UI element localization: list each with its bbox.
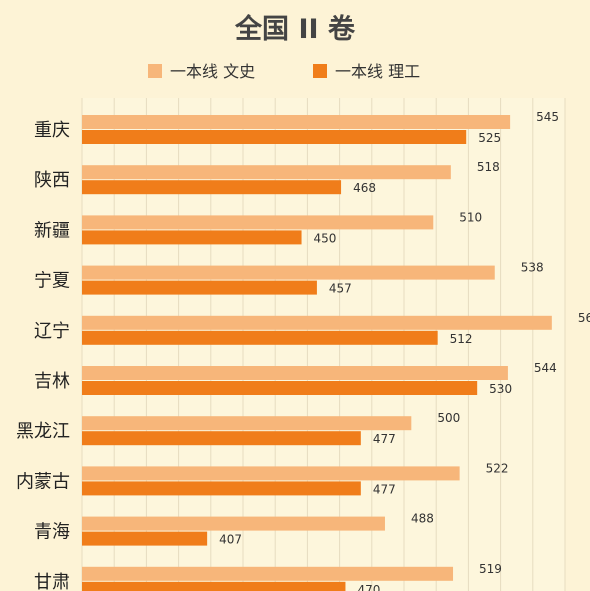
legend: 一本线 文史 一本线 理工 [148, 62, 420, 81]
category-label: 吉林 [34, 371, 70, 392]
data-label: 530 [489, 382, 512, 396]
data-label: 564 [578, 311, 590, 325]
bars-group: 重庆 545 525 陕西 518 468 新疆 510 450 宁夏 538 457 辽宁 564 512… [16, 110, 590, 591]
data-label: 545 [536, 110, 559, 124]
category-label: 辽宁 [34, 321, 70, 342]
category-label: 甘肃 [34, 572, 70, 591]
data-label: 544 [534, 361, 557, 375]
data-label: 538 [521, 261, 544, 275]
bar-ligong [82, 431, 361, 446]
bar-ligong [82, 581, 346, 591]
legend-swatch-wenshi [148, 64, 162, 78]
bar-wenshi [82, 566, 454, 581]
data-label: 457 [329, 282, 352, 296]
bar-wenshi [82, 516, 385, 531]
data-label: 519 [479, 562, 502, 576]
category-label: 黑龙江 [16, 421, 70, 442]
bar-ligong [82, 280, 317, 295]
data-label: 518 [477, 160, 500, 174]
chart-title: 全国 II 卷 [234, 13, 356, 45]
bar-ligong [82, 481, 361, 496]
data-label: 477 [373, 482, 396, 496]
legend-swatch-ligong [313, 64, 327, 78]
bar-wenshi [82, 165, 451, 180]
data-label: 468 [353, 181, 376, 195]
category-label: 重庆 [34, 120, 70, 141]
bar-ligong [82, 180, 342, 195]
data-label: 512 [450, 332, 473, 346]
data-label: 477 [373, 432, 396, 446]
legend-label-wenshi: 一本线 文史 [170, 62, 255, 81]
data-label: 450 [314, 231, 337, 245]
data-label: 525 [478, 131, 501, 145]
bar-wenshi [82, 115, 511, 129]
data-label: 500 [437, 411, 460, 425]
category-label: 宁夏 [34, 271, 70, 292]
bar-ligong [82, 130, 467, 144]
bar-ligong [82, 531, 208, 546]
data-label: 522 [486, 461, 509, 475]
bar-wenshi [82, 366, 508, 380]
bar-wenshi [82, 315, 552, 330]
category-label: 青海 [34, 522, 70, 543]
bar-ligong [82, 381, 478, 395]
data-label: 470 [357, 583, 380, 591]
bar-ligong [82, 230, 302, 245]
legend-label-ligong: 一本线 理工 [335, 62, 420, 81]
bar-wenshi [82, 265, 495, 280]
category-label: 陕西 [34, 170, 70, 191]
bar-ligong [82, 330, 438, 345]
data-label: 407 [219, 533, 242, 547]
data-label: 488 [411, 512, 434, 526]
bar-wenshi [82, 466, 460, 481]
bar-wenshi [82, 416, 412, 431]
data-label: 510 [459, 210, 482, 224]
bar-wenshi [82, 215, 434, 230]
category-label: 内蒙古 [16, 471, 70, 492]
category-label: 新疆 [34, 220, 70, 241]
